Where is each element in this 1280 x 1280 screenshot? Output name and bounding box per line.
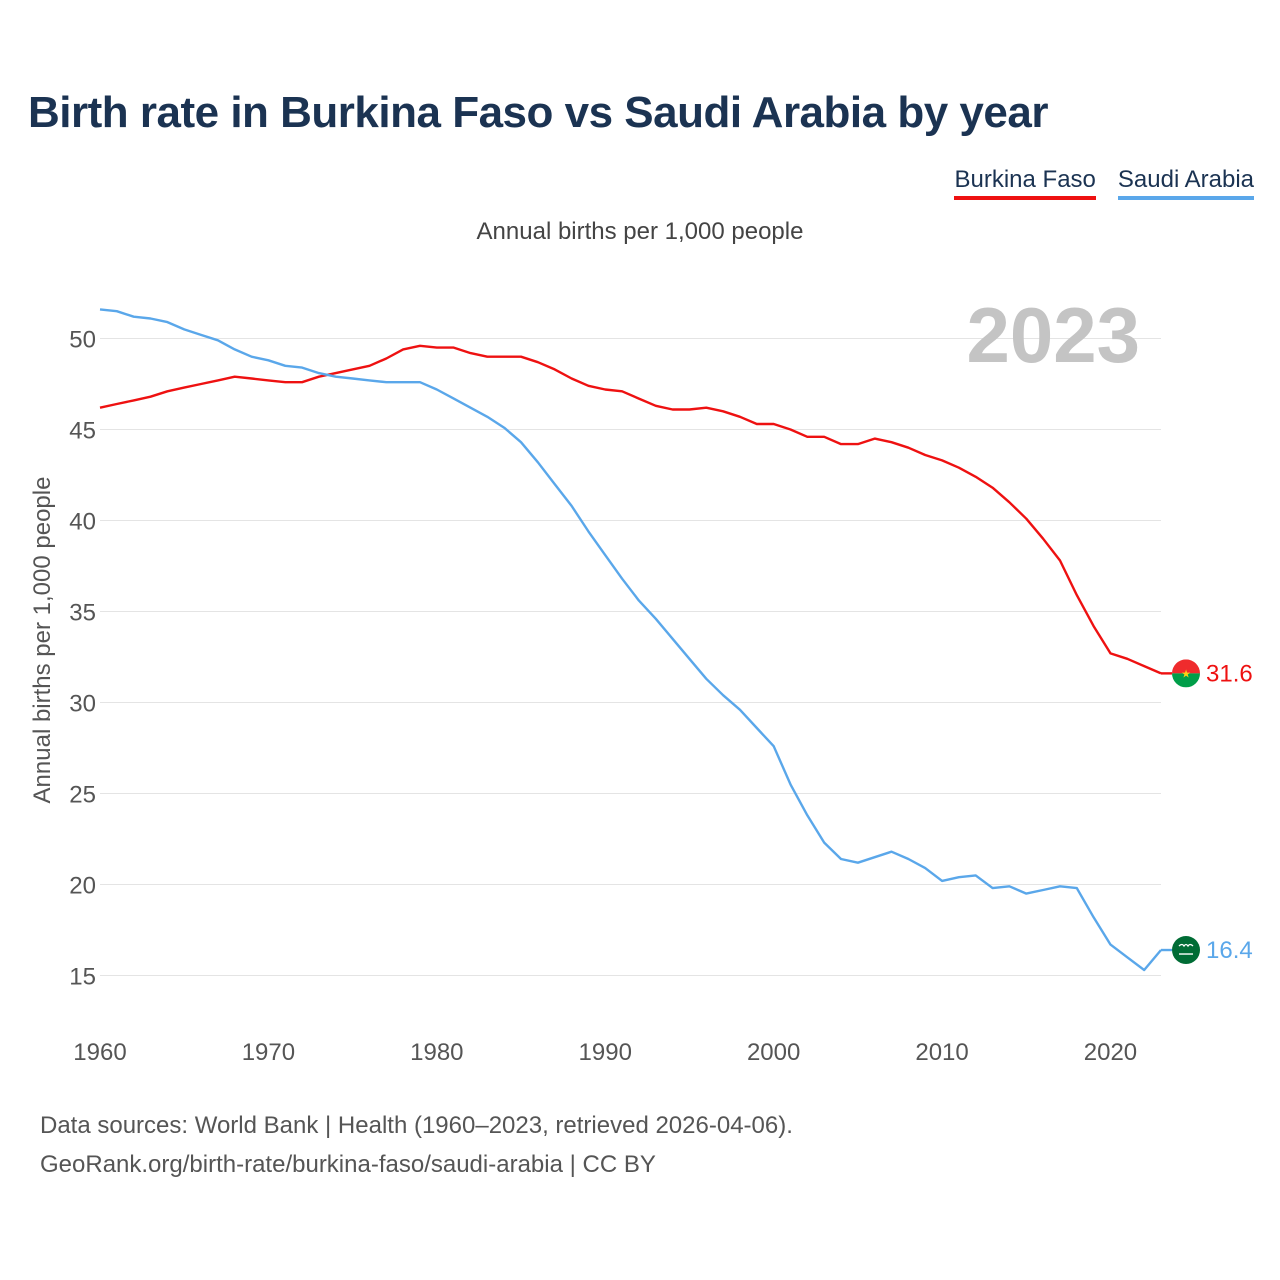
marker-layer: ★ 31.6 16.4 — [1161, 659, 1253, 965]
x-tick-label: 1960 — [73, 1039, 126, 1066]
legend: Burkina Faso Saudi Arabia — [954, 166, 1254, 200]
series-layer — [99, 308, 1162, 972]
chart-subtitle: Annual births per 1,000 people — [476, 218, 804, 245]
x-tick-label: 2010 — [915, 1039, 968, 1066]
x-tick-label: 1970 — [242, 1039, 295, 1066]
y-axis-title: Annual births per 1,000 people — [29, 477, 56, 804]
legend-item-burkina-faso[interactable]: Burkina Faso — [954, 166, 1096, 200]
saudi-arabia-flag-icon — [1172, 936, 1200, 965]
y-tick-label: 25 — [69, 782, 96, 809]
y-tick-label: 15 — [69, 964, 96, 991]
chart-title: Birth rate in Burkina Faso vs Saudi Arab… — [28, 88, 1048, 137]
footer-link[interactable]: GeoRank.org/birth-rate/burkina-faso/saud… — [40, 1151, 656, 1178]
x-tick-label: 2020 — [1084, 1039, 1137, 1066]
y-tick-label: 45 — [69, 418, 96, 445]
footer: Data sources: World Bank | Health (1960–… — [40, 1106, 793, 1184]
series-line-burkina-faso[interactable] — [99, 344, 1162, 675]
end-value-label-burkina-faso: 31.6 — [1206, 660, 1253, 687]
legend-item-saudi-arabia[interactable]: Saudi Arabia — [1117, 166, 1254, 200]
y-tick-label: 20 — [69, 873, 96, 900]
x-tick-label: 1980 — [410, 1039, 463, 1066]
y-tick-label: 35 — [69, 600, 96, 627]
svg-text:★: ★ — [1181, 667, 1191, 680]
grid-layer: 15 20 25 30 35 40 45 50 1960 1970 1980 1990 2000 2010… — [69, 327, 1161, 1066]
y-tick-label: 30 — [69, 691, 96, 718]
series-line-saudi-arabia[interactable] — [99, 308, 1162, 972]
footer-source: Data sources: World Bank | Health (1960–… — [40, 1112, 793, 1139]
year-watermark: 2023 — [966, 291, 1140, 379]
y-tick-label: 40 — [69, 509, 96, 536]
x-tick-label: 1990 — [579, 1039, 632, 1066]
y-tick-label: 50 — [69, 327, 96, 354]
x-tick-label: 2000 — [747, 1039, 800, 1066]
end-value-label-saudi-arabia: 16.4 — [1206, 937, 1253, 964]
burkina-faso-flag-icon: ★ — [1172, 659, 1200, 688]
